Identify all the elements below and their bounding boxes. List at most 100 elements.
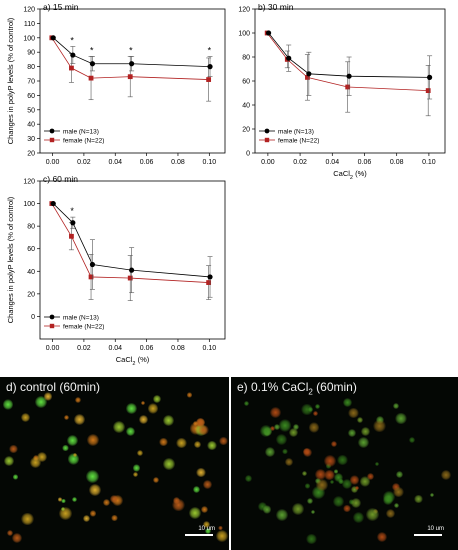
chart-panel: 0 20 40 60 80 100 120 0.00 0.02 0.04 0.06 0.08 0.10 b… <box>238 2 446 181</box>
micrograph-cacl2-label: e) 0.1% CaCl2 (60min) <box>237 380 357 397</box>
cell-blob <box>87 433 100 446</box>
data-point <box>207 64 213 70</box>
chart-panel: 0 20 40 60 80 100 120 0.00 0.02 0.04 0.06 0.08 0.10 c… <box>6 174 226 367</box>
y-axis-label: Changes in polyP levels (% of control) <box>6 17 15 144</box>
cell-blob <box>204 527 212 535</box>
cell-blob <box>276 508 288 521</box>
cell-blob <box>359 476 371 487</box>
y-tick-label: 80 <box>27 64 35 71</box>
y-tick-label: 100 <box>238 31 250 38</box>
legend-marker <box>49 128 55 134</box>
micrograph-cacl2: e) 0.1% CaCl2 (60min) 10 um <box>231 377 458 550</box>
cell-blob <box>274 424 280 430</box>
x-tick-label: 0.10 <box>203 345 217 352</box>
cell-blob <box>132 464 141 472</box>
cell-blob <box>392 403 399 410</box>
data-point <box>206 280 212 285</box>
significance-marker: * <box>70 35 74 45</box>
cell-blob <box>67 453 79 465</box>
cell-blob <box>276 433 288 445</box>
cell-blob <box>83 514 91 522</box>
cell-blob <box>11 532 23 544</box>
legend-label: female (N=22) <box>63 324 104 331</box>
data-point <box>88 274 94 280</box>
cell-blob <box>203 520 211 528</box>
cell-blob <box>333 472 343 482</box>
x-tick-label: 0.06 <box>358 159 372 166</box>
cell-blob <box>311 509 316 514</box>
cell-blob <box>395 470 403 478</box>
cell-blob <box>163 415 174 426</box>
cell-blob <box>338 478 344 485</box>
legend-marker <box>264 137 270 143</box>
micrograph-control: d) control (60min) 10 um <box>0 377 229 550</box>
cell-blob <box>86 469 99 483</box>
cell-blob <box>329 479 334 484</box>
cell-blob <box>393 487 404 498</box>
cell-blob <box>189 507 202 520</box>
cell-blob <box>89 510 97 517</box>
cell-blob <box>195 467 206 478</box>
x-tick-label: 0.04 <box>108 345 122 352</box>
cell-blob <box>282 448 288 455</box>
cell-blob <box>187 392 193 398</box>
y-tick-label: 120 <box>238 7 250 14</box>
cell-blob <box>358 436 370 448</box>
x-tick-label: 0.06 <box>140 345 154 352</box>
cell-blob <box>333 496 344 507</box>
y-tick-label: 40 <box>242 103 250 110</box>
cell-blob <box>372 419 386 433</box>
cell-blob <box>270 426 275 432</box>
cell-blob <box>343 397 353 408</box>
data-point <box>206 77 212 82</box>
x-tick-label: 0.04 <box>325 159 339 166</box>
cell-blob <box>303 447 313 457</box>
cell-blob <box>74 396 81 404</box>
cell-blob <box>198 424 210 436</box>
legend-marker <box>264 128 270 134</box>
cell-blob <box>441 470 452 481</box>
y-tick-label: 0 <box>246 151 250 158</box>
y-tick-label: 110 <box>24 21 35 28</box>
chart-title: c) 60 min <box>43 174 78 184</box>
cell-blob <box>385 509 395 519</box>
y-tick-label: 20 <box>27 151 35 158</box>
cell-blob <box>330 440 337 447</box>
cell-blob <box>57 497 63 503</box>
y-tick-label: 20 <box>27 291 35 298</box>
data-point <box>50 35 56 41</box>
cell-blob <box>383 490 396 503</box>
cell-blob <box>103 499 111 507</box>
cell-blob <box>192 421 198 427</box>
cell-blob <box>110 514 118 522</box>
cell-blob <box>125 426 135 437</box>
data-point <box>286 55 292 61</box>
data-point <box>50 200 56 207</box>
legend-marker <box>49 137 55 143</box>
legend-marker <box>49 314 55 320</box>
cell-blob <box>352 512 364 524</box>
y-tick-label: 100 <box>23 201 35 208</box>
data-point <box>426 74 433 80</box>
cell-blob <box>307 406 314 413</box>
cell-blob <box>163 458 175 470</box>
cell-blob <box>292 503 305 516</box>
y-tick-label: 60 <box>27 246 35 253</box>
significance-marker: * <box>70 206 74 216</box>
cell-blob <box>176 437 187 449</box>
cell-blob <box>350 497 362 509</box>
y-tick-label: 80 <box>242 55 250 62</box>
cell-blob <box>348 407 359 419</box>
cell-blob <box>196 418 205 427</box>
cell-blob <box>60 506 65 511</box>
cell-blob <box>207 440 217 451</box>
y-tick-label: 0 <box>31 314 35 321</box>
cell-blob <box>301 404 313 416</box>
cell-blob <box>289 427 299 438</box>
cell-blob <box>159 437 169 447</box>
data-point <box>127 275 133 281</box>
cell-blob <box>270 406 281 418</box>
cell-blob <box>343 504 351 512</box>
data-point <box>345 84 351 90</box>
cell-blob <box>9 444 19 454</box>
